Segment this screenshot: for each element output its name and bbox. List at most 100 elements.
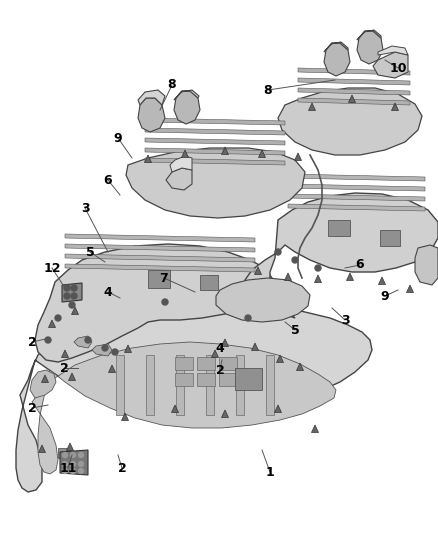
Polygon shape [297,363,304,370]
Polygon shape [346,273,353,280]
Polygon shape [35,244,272,362]
Circle shape [63,453,67,457]
Circle shape [275,249,281,255]
Polygon shape [39,445,46,453]
Polygon shape [148,270,170,288]
Polygon shape [146,355,154,415]
Polygon shape [197,373,215,386]
Polygon shape [145,118,285,125]
Polygon shape [216,278,310,322]
Polygon shape [68,373,75,381]
Polygon shape [71,307,78,314]
Polygon shape [235,368,262,390]
Polygon shape [288,174,425,181]
Circle shape [63,462,67,466]
Polygon shape [285,273,292,280]
Polygon shape [42,375,49,383]
Polygon shape [278,88,422,155]
Text: 2: 2 [215,364,224,376]
Circle shape [64,285,70,291]
Polygon shape [92,344,112,356]
Circle shape [78,469,84,473]
Polygon shape [357,30,381,40]
Polygon shape [328,220,350,236]
Circle shape [63,469,67,473]
Polygon shape [65,234,255,242]
Polygon shape [236,355,244,415]
Polygon shape [200,275,218,290]
Text: 10: 10 [389,61,407,75]
Polygon shape [275,405,282,413]
Polygon shape [62,283,82,302]
Circle shape [78,453,84,457]
Polygon shape [373,52,408,78]
Polygon shape [298,68,410,75]
Polygon shape [222,339,229,346]
Circle shape [71,453,75,457]
Polygon shape [197,357,215,370]
Circle shape [315,265,321,271]
Text: 3: 3 [81,201,89,214]
Polygon shape [349,95,356,102]
Polygon shape [308,103,315,110]
Polygon shape [67,443,74,450]
Text: 8: 8 [264,84,272,96]
Polygon shape [60,450,88,475]
Circle shape [71,293,77,299]
Polygon shape [145,148,285,155]
Text: 5: 5 [291,324,300,336]
Polygon shape [116,355,124,415]
Circle shape [69,302,75,308]
Polygon shape [30,370,56,398]
Circle shape [112,349,118,355]
Text: 2: 2 [28,335,36,349]
Polygon shape [174,90,199,100]
Polygon shape [181,150,188,157]
Text: 2: 2 [60,361,68,375]
Polygon shape [254,267,261,274]
Circle shape [78,462,84,466]
Circle shape [245,315,251,321]
Polygon shape [406,285,413,293]
Circle shape [102,345,108,351]
Polygon shape [219,357,237,370]
Circle shape [71,469,75,473]
Text: 4: 4 [104,286,113,298]
Circle shape [55,315,61,321]
Circle shape [162,299,168,305]
Polygon shape [206,355,214,415]
Polygon shape [58,448,70,458]
Text: 1: 1 [265,465,274,479]
Polygon shape [145,128,285,135]
Polygon shape [65,254,255,262]
Text: 5: 5 [85,246,94,259]
Polygon shape [145,158,285,165]
Text: 6: 6 [356,259,364,271]
Polygon shape [65,244,255,252]
Polygon shape [121,413,128,421]
Polygon shape [145,138,285,145]
Circle shape [71,285,77,291]
Text: 9: 9 [381,289,389,303]
Polygon shape [219,373,237,386]
Text: 2: 2 [28,401,36,415]
Text: 12: 12 [43,262,61,274]
Polygon shape [288,204,425,211]
Circle shape [292,257,298,263]
Polygon shape [357,31,383,64]
Polygon shape [298,88,410,95]
Polygon shape [16,298,372,492]
Polygon shape [298,78,410,85]
Polygon shape [74,336,92,348]
Polygon shape [138,98,165,132]
Polygon shape [170,156,192,172]
Polygon shape [49,320,56,327]
Polygon shape [124,345,131,352]
Text: 3: 3 [341,313,350,327]
Polygon shape [61,350,68,358]
Polygon shape [145,155,152,163]
Polygon shape [222,147,229,155]
Polygon shape [109,365,116,373]
Text: 9: 9 [114,132,122,144]
Polygon shape [176,355,184,415]
